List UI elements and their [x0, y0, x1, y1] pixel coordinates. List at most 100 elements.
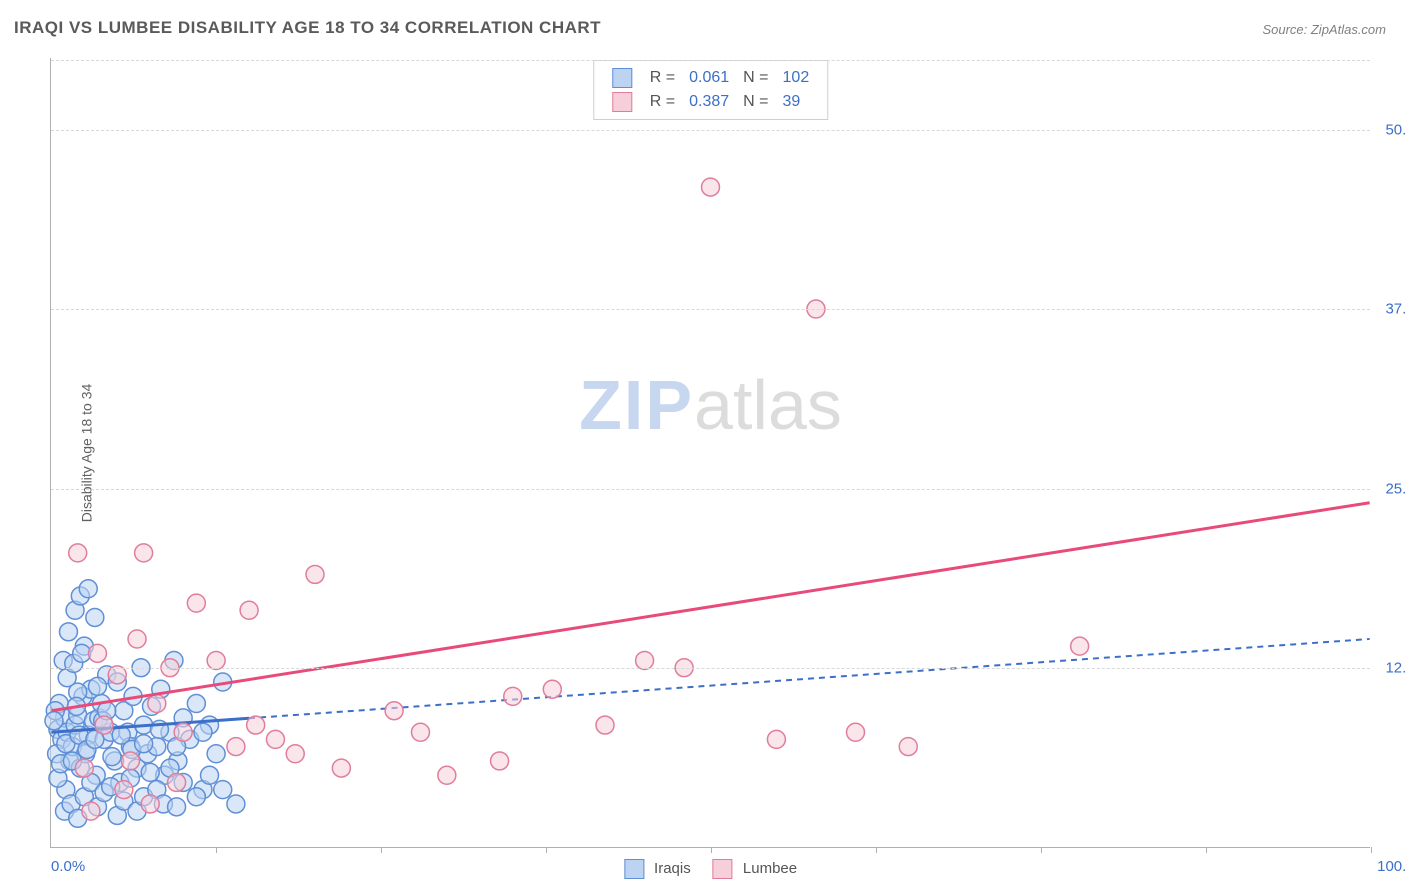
- scatter-point-lumbee: [636, 652, 654, 670]
- scatter-point-lumbee: [1071, 637, 1089, 655]
- scatter-point-lumbee: [141, 795, 159, 813]
- y-axis-label: Disability Age 18 to 34: [78, 383, 94, 522]
- scatter-point-iraqis: [45, 712, 63, 730]
- scatter-point-iraqis: [79, 580, 97, 598]
- trend-line-dash-iraqis: [249, 639, 1370, 718]
- scatter-point-lumbee: [75, 759, 93, 777]
- scatter-point-lumbee: [187, 594, 205, 612]
- y-tick-label: 37.5%: [1385, 301, 1406, 318]
- scatter-point-lumbee: [148, 695, 166, 713]
- scatter-point-lumbee: [504, 687, 522, 705]
- scatter-point-lumbee: [115, 781, 133, 799]
- scatter-point-iraqis: [141, 763, 159, 781]
- x-tick: [216, 847, 217, 853]
- legend-row-series-1: R = 0.387 N = 39: [606, 91, 815, 113]
- legend-correlation-box: R = 0.061 N = 102 R = 0.387 N = 39: [593, 60, 828, 120]
- gridline-horizontal: [51, 668, 1370, 669]
- legend-table: R = 0.061 N = 102 R = 0.387 N = 39: [604, 65, 817, 115]
- scatter-point-iraqis: [86, 608, 104, 626]
- legend-row-series-0: R = 0.061 N = 102: [606, 67, 815, 89]
- chart-area: ZIPatlas R = 0.061 N = 102 R = 0.387 N =…: [50, 58, 1370, 848]
- scatter-point-lumbee: [847, 723, 865, 741]
- x-tick: [1206, 847, 1207, 853]
- scatter-point-lumbee: [491, 752, 509, 770]
- scatter-point-lumbee: [286, 745, 304, 763]
- y-tick-label: 25.0%: [1385, 480, 1406, 497]
- scatter-point-iraqis: [227, 795, 245, 813]
- scatter-point-lumbee: [247, 716, 265, 734]
- scatter-point-lumbee: [69, 544, 87, 562]
- scatter-point-lumbee: [128, 630, 146, 648]
- n-label-1: N =: [737, 91, 774, 113]
- scatter-point-iraqis: [88, 677, 106, 695]
- scatter-point-iraqis: [59, 623, 77, 641]
- scatter-point-lumbee: [266, 730, 284, 748]
- r-value-0: 0.061: [683, 67, 735, 89]
- x-tick: [711, 847, 712, 853]
- x-tick: [1371, 847, 1372, 853]
- scatter-point-iraqis: [135, 735, 153, 753]
- source-attribution: Source: ZipAtlas.com: [1262, 22, 1386, 37]
- scatter-point-lumbee: [332, 759, 350, 777]
- scatter-point-iraqis: [201, 766, 219, 784]
- scatter-point-lumbee: [168, 773, 186, 791]
- scatter-point-lumbee: [240, 601, 258, 619]
- scatter-point-iraqis: [187, 695, 205, 713]
- scatter-point-lumbee: [121, 752, 139, 770]
- n-label-0: N =: [737, 67, 774, 89]
- scatter-point-lumbee: [95, 716, 113, 734]
- source-prefix: Source:: [1262, 22, 1310, 37]
- y-tick-label: 50.0%: [1385, 121, 1406, 138]
- gridline-horizontal: [51, 60, 1370, 61]
- scatter-point-iraqis: [194, 723, 212, 741]
- chart-title: IRAQI VS LUMBEE DISABILITY AGE 18 TO 34 …: [14, 18, 601, 38]
- scatter-point-lumbee: [899, 738, 917, 756]
- x-tick: [381, 847, 382, 853]
- gridline-horizontal: [51, 489, 1370, 490]
- scatter-point-lumbee: [306, 565, 324, 583]
- legend-series-names: Iraqis Lumbee: [624, 859, 797, 879]
- plot-box: ZIPatlas R = 0.061 N = 102 R = 0.387 N =…: [50, 58, 1370, 848]
- legend-item-0: Iraqis: [624, 859, 691, 879]
- swatch-series-0: [612, 68, 632, 88]
- scatter-point-iraqis: [168, 798, 186, 816]
- scatter-point-iraqis: [207, 745, 225, 763]
- r-label-0: R =: [644, 67, 681, 89]
- scatter-point-lumbee: [207, 652, 225, 670]
- x-axis-min-label: 0.0%: [51, 858, 85, 875]
- n-value-1: 39: [777, 91, 816, 113]
- gridline-horizontal: [51, 130, 1370, 131]
- x-tick: [546, 847, 547, 853]
- x-tick: [1041, 847, 1042, 853]
- scatter-point-lumbee: [88, 644, 106, 662]
- swatch-bottom-1: [713, 859, 733, 879]
- scatter-point-lumbee: [702, 178, 720, 196]
- scatter-point-iraqis: [214, 781, 232, 799]
- scatter-point-lumbee: [174, 723, 192, 741]
- scatter-point-lumbee: [767, 730, 785, 748]
- scatter-point-lumbee: [543, 680, 561, 698]
- scatter-point-lumbee: [438, 766, 456, 784]
- scatter-point-lumbee: [596, 716, 614, 734]
- scatter-point-lumbee: [385, 702, 403, 720]
- scatter-point-lumbee: [135, 544, 153, 562]
- n-value-0: 102: [777, 67, 816, 89]
- legend-label-1: Lumbee: [743, 860, 797, 877]
- swatch-bottom-0: [624, 859, 644, 879]
- plot-svg: [51, 58, 1370, 847]
- scatter-point-lumbee: [227, 738, 245, 756]
- source-name: ZipAtlas.com: [1311, 22, 1386, 37]
- scatter-point-lumbee: [411, 723, 429, 741]
- r-label-1: R =: [644, 91, 681, 113]
- y-tick-label: 12.5%: [1385, 660, 1406, 677]
- scatter-point-iraqis: [103, 748, 121, 766]
- legend-label-0: Iraqis: [654, 860, 691, 877]
- scatter-point-lumbee: [82, 802, 100, 820]
- x-axis-max-label: 100.0%: [1377, 858, 1406, 875]
- legend-item-1: Lumbee: [713, 859, 797, 879]
- swatch-series-1: [612, 92, 632, 112]
- gridline-horizontal: [51, 309, 1370, 310]
- scatter-point-iraqis: [187, 788, 205, 806]
- x-tick: [876, 847, 877, 853]
- r-value-1: 0.387: [683, 91, 735, 113]
